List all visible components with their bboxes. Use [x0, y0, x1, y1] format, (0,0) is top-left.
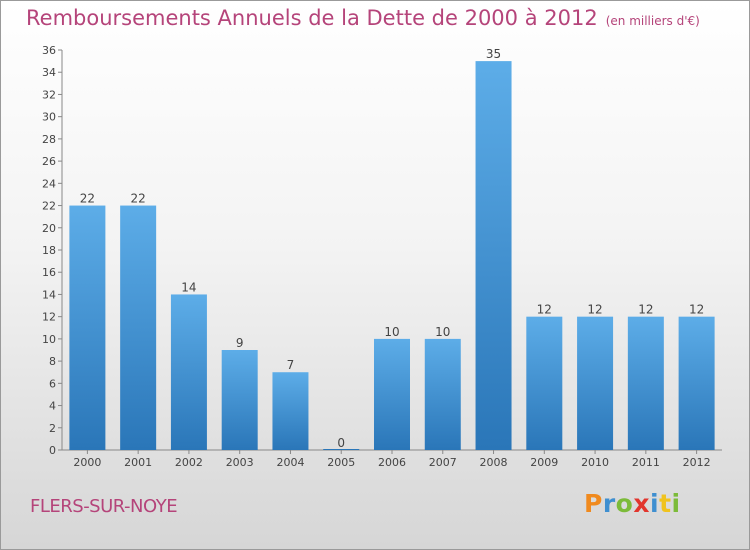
data-label-2008: 35 — [486, 47, 501, 61]
x-tick-label: 2000 — [73, 456, 101, 469]
x-tick-label: 2006 — [378, 456, 406, 469]
bar-2006 — [374, 338, 410, 450]
data-label-2004: 7 — [287, 358, 295, 372]
bar-2010 — [577, 316, 614, 450]
x-tick-label: 2009 — [530, 456, 558, 469]
x-tick-label: 2008 — [480, 456, 508, 469]
data-label-2007: 10 — [435, 325, 450, 339]
x-tick-label: 2004 — [276, 456, 304, 469]
y-tick-label: 4 — [49, 400, 56, 413]
y-tick-label: 12 — [42, 311, 56, 324]
x-tick-label: 2012 — [683, 456, 711, 469]
bar-2003 — [221, 350, 258, 450]
data-label-2006: 10 — [384, 325, 399, 339]
data-label-2009: 12 — [537, 303, 552, 317]
y-tick-label: 18 — [42, 244, 56, 257]
bar-2005 — [323, 449, 360, 450]
bar-2008 — [475, 61, 512, 450]
data-label-2003: 9 — [236, 336, 244, 350]
y-tick-label: 30 — [42, 111, 56, 124]
x-tick-label: 2002 — [175, 456, 203, 469]
x-tick-label: 2001 — [124, 456, 152, 469]
y-tick-label: 16 — [42, 266, 56, 279]
bar-2009 — [526, 316, 563, 450]
chart-subtitle: (en milliers d'€) — [605, 14, 700, 28]
bar-2002 — [170, 294, 207, 450]
data-label-2012: 12 — [689, 303, 704, 317]
x-tick-label: 2003 — [226, 456, 254, 469]
bar-2007 — [424, 338, 461, 450]
bar-2012 — [678, 316, 715, 450]
y-tick-label: 24 — [42, 177, 56, 190]
x-tick-label: 2010 — [581, 456, 609, 469]
data-label-2000: 22 — [80, 192, 95, 206]
y-tick-label: 6 — [49, 377, 56, 390]
x-tick-label: 2011 — [632, 456, 660, 469]
data-label-2011: 12 — [638, 303, 653, 317]
y-tick-label: 28 — [42, 133, 56, 146]
y-tick-label: 36 — [42, 44, 56, 57]
y-tick-label: 2 — [49, 422, 56, 435]
x-tick-label: 2005 — [327, 456, 355, 469]
y-tick-label: 22 — [42, 200, 56, 213]
data-label-2010: 12 — [587, 303, 602, 317]
y-tick-label: 26 — [42, 155, 56, 168]
proxiti-logo: Proxiti — [584, 489, 681, 518]
data-label-2002: 14 — [181, 280, 196, 294]
y-tick-label: 8 — [49, 355, 56, 368]
y-tick-label: 0 — [49, 444, 56, 457]
y-tick-label: 32 — [42, 88, 56, 101]
bar-2004 — [272, 372, 309, 450]
bar-2001 — [120, 205, 157, 450]
y-tick-label: 20 — [42, 222, 56, 235]
data-label-2001: 22 — [131, 192, 146, 206]
data-label-2005: 0 — [337, 436, 345, 450]
bar-2000 — [69, 205, 106, 450]
y-tick-label: 14 — [42, 288, 56, 301]
x-tick-label: 2007 — [429, 456, 457, 469]
bar-2011 — [627, 316, 664, 450]
chart-title-text: Remboursements Annuels de la Dette de 20… — [26, 6, 598, 30]
chart-title: Remboursements Annuels de la Dette de 20… — [26, 6, 700, 30]
y-tick-label: 10 — [42, 333, 56, 346]
y-tick-label: 34 — [42, 66, 56, 79]
city-name: FLERS-SUR-NOYE — [30, 496, 178, 517]
